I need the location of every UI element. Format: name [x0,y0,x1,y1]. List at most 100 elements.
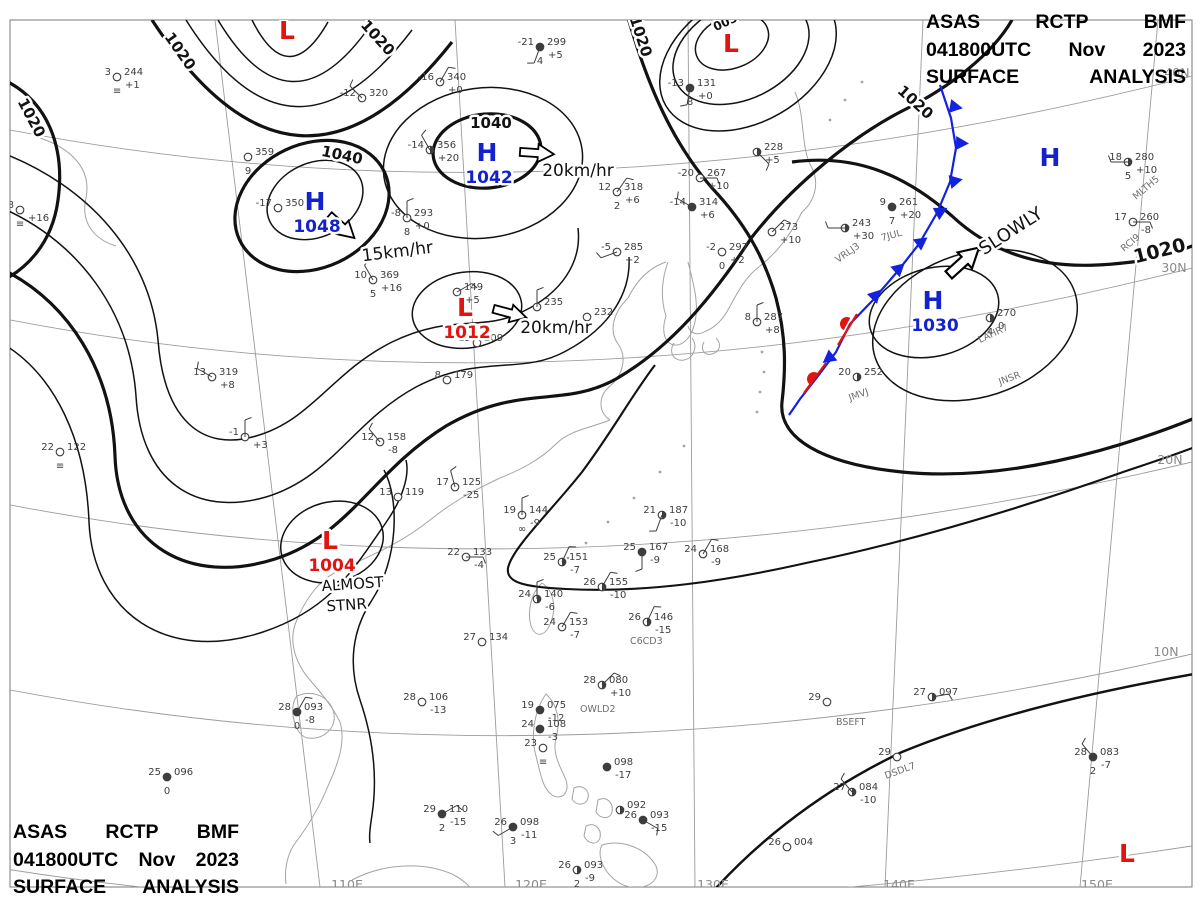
svg-text:2: 2 [614,201,620,212]
svg-text:093: 093 [584,860,603,871]
svg-text:9: 9 [245,166,251,177]
station-plot: 359 9 [243,147,274,177]
station-plot: 27 097 [913,687,958,702]
svg-text:+8: +8 [0,200,14,211]
cold-front-triangle [948,99,963,113]
svg-text:-20: -20 [678,168,694,179]
station-plot: 22 122≡ [41,442,86,472]
svg-text:-7: -7 [570,630,580,641]
title-line-2: 041800UTC Nov 2023 [13,848,239,871]
svg-text:≡: ≡ [56,461,64,472]
station-plot: 29 110 -15 2 [423,804,468,834]
svg-text:293: 293 [414,208,433,219]
cold-front-triangle [948,175,963,189]
svg-text:270: 270 [997,308,1016,319]
svg-text:131: 131 [697,78,716,89]
station-plot: -8 293 +0 8 [391,197,433,238]
svg-text:20: 20 [838,367,851,378]
station-plot: 13 319 +8 [193,361,238,391]
svg-text:098: 098 [520,817,539,828]
svg-text:319: 319 [219,367,238,378]
cold-front-triangle [912,237,928,251]
svg-text:-25: -25 [463,490,479,501]
station-plot: 149+5 [452,282,483,306]
svg-text:0: 0 [998,321,1004,332]
svg-text:356: 356 [437,140,456,151]
svg-text:-10: -10 [860,795,876,806]
station-plot: 232 [582,307,613,322]
motion-annotation: 20km/hr [520,318,592,338]
svg-text:144: 144 [529,505,548,516]
svg-text:151: 151 [569,552,588,563]
station-plot: 28 083 -7 2 [1074,737,1119,777]
svg-text:235: 235 [544,297,563,308]
svg-text:17: 17 [436,477,449,488]
svg-text:359: 359 [255,147,274,158]
station-plot: 29 DSDL7 [878,747,917,782]
svg-text:-6: -6 [545,602,555,613]
svg-text:0: 0 [294,721,300,732]
svg-text:297: 297 [729,242,748,253]
svg-text:0: 0 [164,786,170,797]
svg-text:133: 133 [473,547,492,558]
svg-text:26: 26 [624,810,637,821]
svg-text:7: 7 [889,216,895,227]
svg-text:244: 244 [124,67,143,78]
svg-text:243: 243 [852,218,871,229]
svg-text:232: 232 [594,307,613,318]
title-line-2: 041800UTC Nov 2023 [926,38,1186,61]
svg-text:8: 8 [687,97,693,108]
station-plot: 092 [615,800,646,815]
svg-text:29: 29 [878,747,891,758]
svg-text:-13: -13 [430,705,446,716]
station-plot: 235 [532,286,563,312]
svg-text:-1: -1 [229,427,239,438]
svg-text:149: 149 [464,282,483,293]
svg-text:260: 260 [1140,212,1159,223]
station-plot: 25 151 -7 [543,546,588,576]
svg-text:23: 23 [524,738,537,749]
station-plot: 25 096 0 [148,767,193,797]
svg-text:+5: +5 [765,155,780,166]
graticule-label: 10N [1153,644,1178,659]
motion-annotation: ALMOST [321,573,385,595]
svg-text:168: 168 [710,544,729,555]
svg-text:318: 318 [624,182,643,193]
station-plot: 24 108 -3 [521,719,566,743]
svg-text:≡: ≡ [16,219,24,230]
svg-text:+6: +6 [625,195,640,206]
svg-text:5: 5 [1125,171,1131,182]
station-plot: 18 280 +10 5 MLTH5 [1107,152,1162,202]
station-plot: 26 098 -11 3 [492,817,539,847]
svg-text:27: 27 [833,782,846,793]
station-plot: 28 106 -13 [403,692,448,716]
movement-arrow [325,211,356,240]
graticule-labels-layer: 40N 30N 20N 10N 110E 120E 130E 140E 150E [331,65,1190,887]
svg-text:17: 17 [1114,212,1127,223]
station-plot: 24 140 -6 [518,578,563,613]
station-id-label: MLTH5 [1131,174,1162,202]
svg-text:+2: +2 [730,255,745,266]
svg-text:+10: +10 [780,235,801,246]
svg-text:+16: +16 [381,283,402,294]
station-plot: -13 131 +0 8 [668,78,716,108]
svg-text:≡: ≡ [113,86,121,97]
svg-text:25: 25 [148,767,161,778]
station-plot: -14 356 +20 [408,129,459,164]
svg-text:-21: -21 [518,37,534,48]
svg-text:+2: +2 [625,255,640,266]
station-plot: 24 153 -7 [543,611,588,641]
station-plot: 098-17 [602,757,633,781]
svg-text:H: H [305,187,326,216]
station-id-label: VRLJ3 [833,241,862,266]
svg-text:3: 3 [510,836,516,847]
station-plot: 13 119 [379,487,424,502]
svg-text:+5: +5 [548,50,563,61]
svg-text:22: 22 [41,442,54,453]
svg-text:-12: -12 [548,713,564,724]
motion-annotation: SLOWLY [975,203,1047,260]
svg-text:267: 267 [707,168,726,179]
svg-text:119: 119 [405,487,424,498]
